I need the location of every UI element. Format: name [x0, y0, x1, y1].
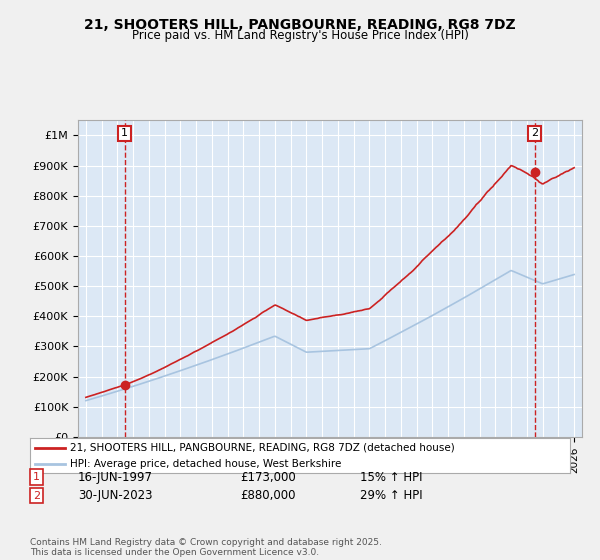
Text: 21, SHOOTERS HILL, PANGBOURNE, READING, RG8 7DZ: 21, SHOOTERS HILL, PANGBOURNE, READING, … — [84, 18, 516, 32]
Text: 1: 1 — [33, 472, 40, 482]
Text: £173,000: £173,000 — [240, 470, 296, 484]
Text: Price paid vs. HM Land Registry's House Price Index (HPI): Price paid vs. HM Land Registry's House … — [131, 29, 469, 42]
Text: 1: 1 — [121, 128, 128, 138]
Text: 21, SHOOTERS HILL, PANGBOURNE, READING, RG8 7DZ (detached house): 21, SHOOTERS HILL, PANGBOURNE, READING, … — [71, 443, 455, 453]
Text: HPI: Average price, detached house, West Berkshire: HPI: Average price, detached house, West… — [71, 459, 342, 469]
Text: 15% ↑ HPI: 15% ↑ HPI — [360, 470, 422, 484]
Text: 2: 2 — [531, 128, 538, 138]
Text: 29% ↑ HPI: 29% ↑ HPI — [360, 489, 422, 502]
Text: £880,000: £880,000 — [240, 489, 296, 502]
Text: 16-JUN-1997: 16-JUN-1997 — [78, 470, 153, 484]
Text: 30-JUN-2023: 30-JUN-2023 — [78, 489, 152, 502]
Text: 2: 2 — [33, 491, 40, 501]
Text: Contains HM Land Registry data © Crown copyright and database right 2025.
This d: Contains HM Land Registry data © Crown c… — [30, 538, 382, 557]
